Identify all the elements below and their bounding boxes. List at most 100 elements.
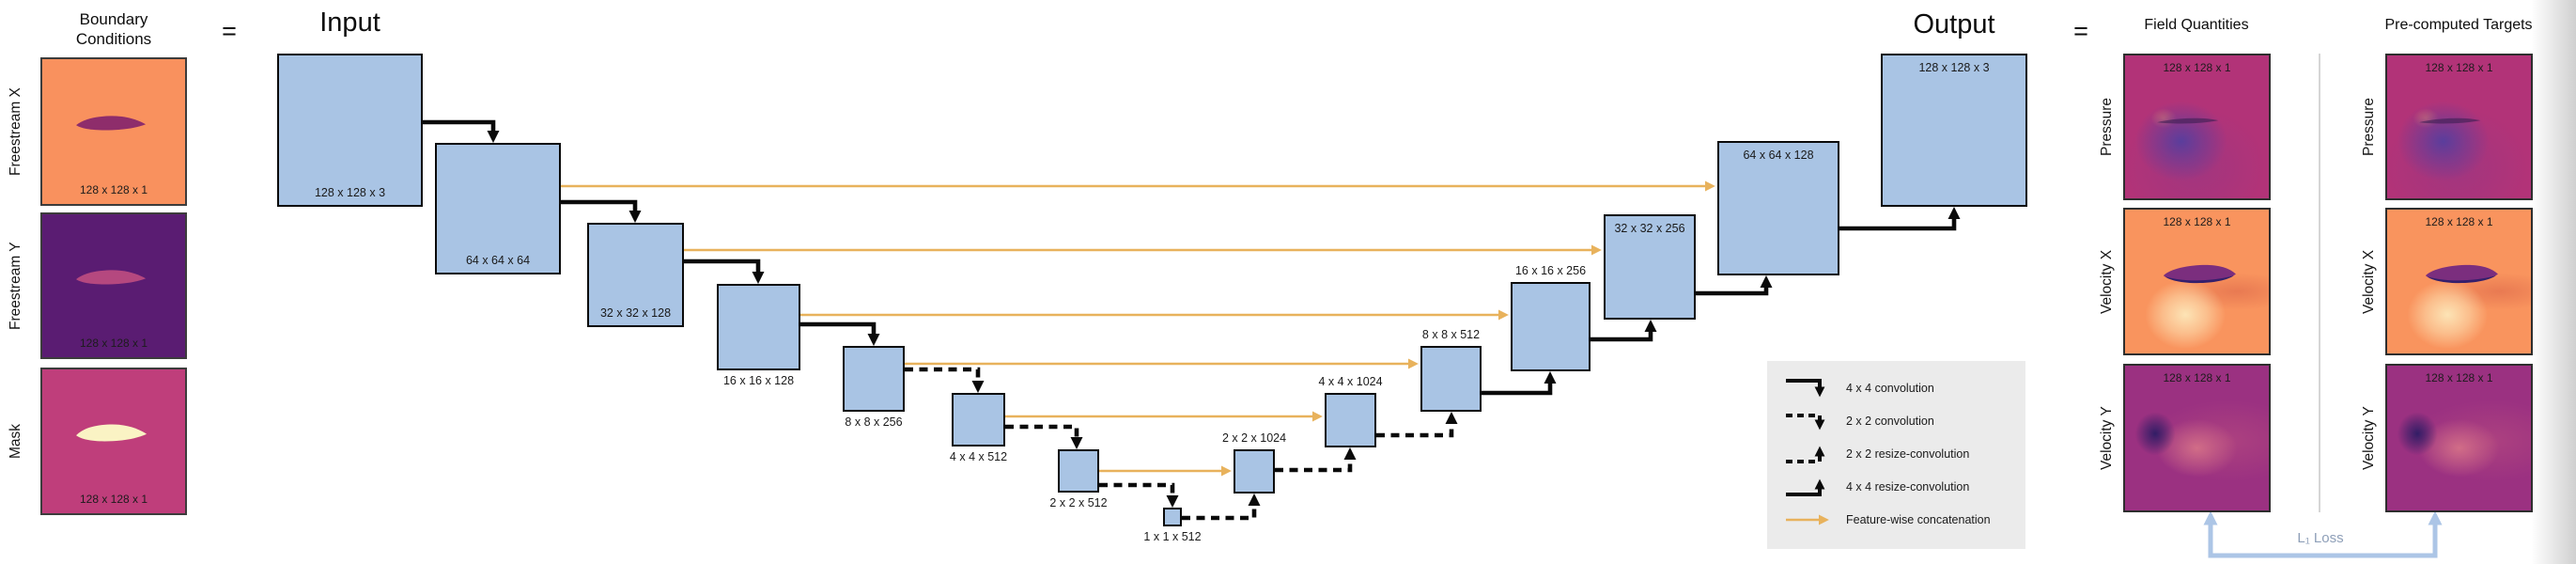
airfoil-shape xyxy=(76,270,147,285)
conv4x4-arrow-3 xyxy=(684,258,765,285)
dashed-down-arrow-icon xyxy=(1786,414,1825,431)
legend-item: 2 x 2 resize-convolution xyxy=(1782,440,2025,468)
legend-item: 4 x 4 resize-convolution xyxy=(1782,473,2025,501)
airfoil-shape xyxy=(2157,118,2219,124)
unet-encoder-box-16: 16 x 16 x 128 xyxy=(717,284,800,387)
pt-velocity-x-label: Velocity X xyxy=(2361,249,2377,314)
legend-label: 4 x 4 resize-convolution xyxy=(1846,480,1970,494)
freestream-y-label: Freestream Y xyxy=(8,242,23,330)
pt-pressure-dim: 128 x 128 x 1 xyxy=(2425,61,2493,74)
box-dim-label: 8 x 8 x 256 xyxy=(845,415,903,429)
conv4x4-arrow-2 xyxy=(561,199,642,224)
airfoil-shape xyxy=(2419,118,2481,124)
box-dim-label: 16 x 16 x 128 xyxy=(722,374,795,387)
equals-right: = xyxy=(2073,17,2088,45)
mask-image: 128 x 128 x 1 xyxy=(40,368,187,515)
pt-velocity-y-image: 128 x 128 x 1 xyxy=(2385,364,2533,512)
fq-velocity-y-label: Velocity Y xyxy=(2099,406,2115,470)
box-dim-label: 4 x 4 x 1024 xyxy=(1318,375,1383,388)
freestream-x-label: Freestream X xyxy=(8,87,23,176)
input-title: Input xyxy=(319,8,380,38)
conv2x2-arrow-1 xyxy=(905,367,985,394)
solid-down-arrow-icon xyxy=(1786,379,1825,398)
resize4x4-arrow-1 xyxy=(1482,370,1557,396)
resize2x2-arrow-2 xyxy=(1275,446,1357,473)
resize2x2-arrow-1 xyxy=(1182,493,1261,521)
freestream-x-dim: 128 x 128 x 1 xyxy=(79,183,148,196)
box-dim-label: 1 x 1 x 512 xyxy=(1143,530,1202,543)
unet-input-box: 128 x 128 x 3 xyxy=(277,54,423,207)
freestream-y-image: 128 x 128 x 1 xyxy=(40,212,187,359)
conv2x2-arrow-2 xyxy=(1005,424,1083,450)
mask-label: Mask xyxy=(8,423,23,460)
legend-label: 2 x 2 convolution xyxy=(1846,415,1934,428)
box-dim-label: 128 x 128 x 3 xyxy=(314,186,386,199)
box-dim-label: 2 x 2 x 1024 xyxy=(1221,431,1287,445)
resize4x4-arrow-2 xyxy=(1591,319,1657,342)
unet-encoder-box-4: 4 x 4 x 512 xyxy=(950,393,1007,463)
legend-item: Feature-wise concatenation xyxy=(1782,506,2025,534)
fq-velocity-y-dim: 128 x 128 x 1 xyxy=(2163,371,2231,384)
resize2x2-arrow-3 xyxy=(1376,411,1458,438)
legend: 4 x 4 convolution 2 x 2 convolution 2 x … xyxy=(1767,361,2025,549)
unet-encoder-box-32: 32 x 32 x 128 xyxy=(587,223,684,327)
resize4x4-arrow-3 xyxy=(1696,274,1773,296)
page-edge-shade xyxy=(2531,0,2576,564)
unet-decoder-box-64: 64 x 64 x 128 xyxy=(1717,136,1844,275)
fq-velocity-y-image: 128 x 128 x 1 xyxy=(2123,364,2271,512)
fq-pressure-dim: 128 x 128 x 1 xyxy=(2163,61,2231,74)
airfoil-shape xyxy=(2163,264,2236,284)
pt-velocity-x-dim: 128 x 128 x 1 xyxy=(2425,215,2493,228)
box-dim-label: 128 x 128 x 3 xyxy=(1918,61,1990,74)
legend-label: Feature-wise concatenation xyxy=(1846,513,1991,526)
airfoil-shape xyxy=(76,116,147,131)
fq-pressure-label: Pressure xyxy=(2099,97,2115,157)
fq-velocity-x-image: 128 x 128 x 1 xyxy=(2123,208,2271,355)
unet-decoder-box-2: 2 x 2 x 1024 xyxy=(1222,431,1286,494)
unet-output-box: 128 x 128 x 3 xyxy=(1881,54,2027,207)
airfoil-shape xyxy=(2425,264,2498,284)
freestream-x-image: 128 x 128 x 1 xyxy=(40,57,187,206)
l1-loss-label: L₁ Loss xyxy=(2297,530,2344,546)
box-dim-label: 64 x 64 x 128 xyxy=(1743,149,1814,162)
pt-velocity-y-dim: 128 x 128 x 1 xyxy=(2425,371,2493,384)
unet-encoder-box-2: 2 x 2 x 512 xyxy=(1049,449,1108,509)
pt-pressure-image: 128 x 128 x 1 xyxy=(2385,54,2533,200)
conv4x4-arrow-4 xyxy=(800,321,880,347)
box-dim-label: 64 x 64 x 64 xyxy=(465,254,531,267)
unet-decoder-box-16: 16 x 16 x 256 xyxy=(1511,264,1595,371)
precomputed-targets-title: Pre-computed Targets xyxy=(2384,17,2533,33)
box-dim-label: 8 x 8 x 512 xyxy=(1421,328,1481,341)
pt-velocity-x-image: 128 x 128 x 1 xyxy=(2385,208,2533,355)
solid-up-arrow-icon xyxy=(1786,478,1825,496)
legend-item: 2 x 2 convolution xyxy=(1782,407,2025,435)
fq-velocity-x-dim: 128 x 128 x 1 xyxy=(2163,215,2231,228)
pt-velocity-y-label: Velocity Y xyxy=(2361,406,2377,470)
box-dim-label: 2 x 2 x 512 xyxy=(1049,496,1108,509)
unet-decoder-box-32: 32 x 32 x 256 xyxy=(1604,210,1700,320)
legend-label: 4 x 4 convolution xyxy=(1846,382,1934,395)
fq-velocity-x-label: Velocity X xyxy=(2099,249,2115,314)
box-dim-label: 16 x 16 x 256 xyxy=(1514,264,1587,277)
box-dim-label: 4 x 4 x 512 xyxy=(949,450,1008,463)
boundary-heading-line2: Conditions xyxy=(75,30,152,48)
unet-decoder-box-4: 4 x 4 x 1024 xyxy=(1318,375,1383,447)
boundary-conditions-heading: Boundary Conditions xyxy=(40,9,187,49)
dashed-up-arrow-icon xyxy=(1786,446,1825,463)
unet-decoder-box-8: 8 x 8 x 512 xyxy=(1420,328,1486,412)
unet-encoder-box-64: 64 x 64 x 64 xyxy=(435,143,561,274)
mask-dim: 128 x 128 x 1 xyxy=(79,493,148,506)
conv4x4-arrow-1 xyxy=(423,119,500,144)
output-title: Output xyxy=(1913,9,1995,39)
unet-encoder-box-8: 8 x 8 x 256 xyxy=(843,346,905,429)
box-dim-label: 32 x 32 x 256 xyxy=(1614,222,1685,235)
box-dim-label: 32 x 32 x 128 xyxy=(599,306,672,320)
conv2x2-arrow-3 xyxy=(1099,482,1179,509)
field-quantities-title: Field Quantities xyxy=(2144,17,2249,33)
pt-pressure-label: Pressure xyxy=(2361,97,2377,157)
resize4x4-arrow-4 xyxy=(1839,206,1961,231)
unet-bottleneck-box: 1 x 1 x 512 xyxy=(1143,508,1202,543)
freestream-y-dim: 128 x 128 x 1 xyxy=(79,337,148,350)
equals-left: = xyxy=(222,17,237,45)
